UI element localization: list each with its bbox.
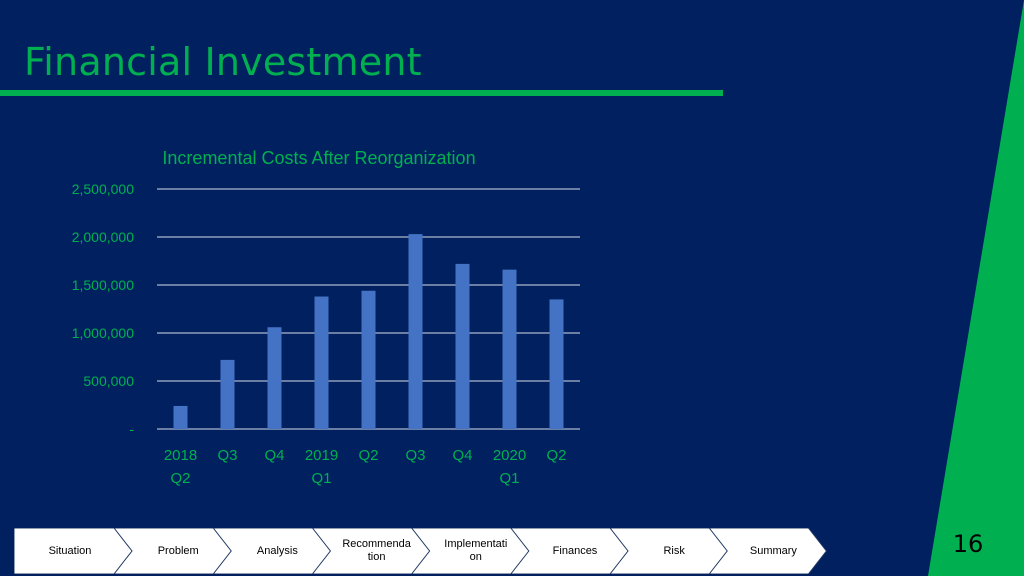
bar: [408, 234, 423, 429]
nav-chevron[interactable]: [14, 528, 133, 574]
section-navigation: Situation Problem Analysis Recommenda tion Im…: [14, 528, 834, 574]
chart-title: Incremental Costs After Reorganization: [162, 148, 475, 168]
y-tick-label: 2,000,000: [72, 229, 134, 245]
x-tick-label: 2018: [164, 447, 197, 464]
bar: [502, 269, 517, 429]
x-axis-tick-labels: 2018 Q2 Q3 Q4 2019 Q1 Q2 Q3 Q4 2020 Q1 Q2: [164, 447, 567, 487]
x-tick-label: Q1: [311, 470, 331, 487]
x-tick-label: Q2: [546, 447, 566, 464]
y-tick-label: 2,500,000: [72, 181, 134, 197]
bar: [267, 327, 282, 429]
bar: [173, 405, 188, 429]
bar: [549, 299, 564, 429]
y-tick-label: 1,500,000: [72, 277, 134, 293]
x-tick-label: Q4: [452, 447, 472, 464]
nav-item-implementation[interactable]: Implementati on: [444, 538, 508, 563]
slide-title: Financial Investment: [24, 40, 422, 84]
nav-item-situation[interactable]: Situation: [48, 544, 92, 557]
x-tick-label: 2019: [305, 447, 338, 464]
y-tick-label: 1,000,000: [72, 325, 134, 341]
x-tick-label: Q3: [217, 447, 237, 464]
chart-bars: [173, 234, 564, 429]
bar: [314, 296, 329, 429]
nav-item-finances[interactable]: Finances: [552, 544, 598, 557]
bar: [455, 263, 470, 429]
page-number: 16: [952, 530, 984, 558]
bar: [220, 359, 235, 429]
x-tick-label: Q4: [264, 447, 284, 464]
y-tick-label: -: [129, 421, 134, 437]
x-tick-label: Q1: [499, 470, 519, 487]
nav-item-risk[interactable]: Risk: [663, 544, 685, 557]
nav-item-summary[interactable]: Summary: [749, 544, 797, 557]
bar: [361, 290, 376, 429]
y-axis-tick-labels: - 500,000 1,000,000 1,500,000 2,000,000 2,500…: [72, 181, 135, 437]
nav-item-analysis[interactable]: Analysis: [256, 544, 298, 557]
title-underline: [0, 90, 723, 96]
nav-chevrons: [14, 528, 828, 574]
x-tick-label: Q3: [405, 447, 425, 464]
nav-item-problem[interactable]: Problem: [157, 544, 199, 557]
nav-item-recommendation[interactable]: Recommenda tion: [342, 538, 411, 563]
x-tick-label: Q2: [358, 447, 378, 464]
x-tick-label: Q2: [170, 470, 190, 487]
x-tick-label: 2020: [493, 447, 526, 464]
y-tick-label: 500,000: [83, 373, 134, 389]
